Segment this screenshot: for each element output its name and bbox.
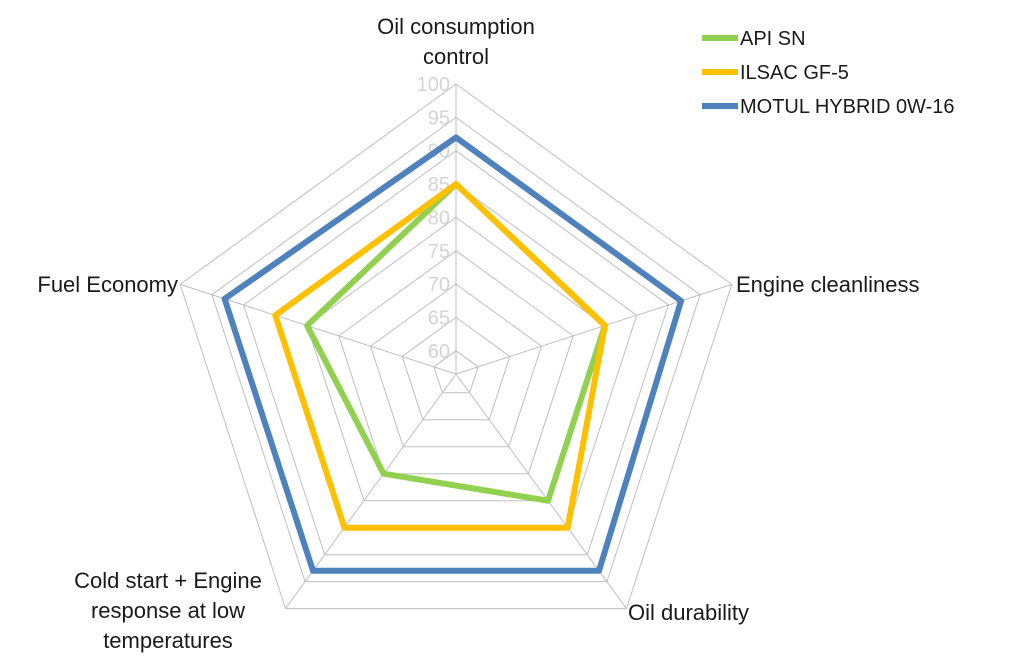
tick-label: 70 (428, 274, 450, 296)
legend-label: MOTUL HYBRID 0W-16 (740, 96, 954, 118)
chart-legend: API SN ILSAC GF-5 MOTUL HYBRID 0W-16 (702, 28, 954, 118)
grid-ring (338, 250, 574, 475)
tick-label: 95 (428, 107, 450, 129)
series-line (221, 134, 685, 574)
grid-ring (306, 216, 606, 502)
grid-ring (369, 283, 543, 448)
grid-ring (179, 83, 733, 610)
legend-label: ILSAC GF-5 (740, 62, 849, 84)
radar-axis-labels: Oil consumption control Engine cleanliness… (37, 14, 919, 653)
tick-label: 100 (417, 74, 450, 96)
tick-label: 75 (428, 241, 450, 263)
series-line (272, 181, 608, 531)
axis-label: Oil durability (628, 600, 749, 625)
axis-label: Engine cleanliness (736, 272, 919, 297)
tick-label: 80 (428, 207, 450, 229)
axis-label: Cold start + Engine response at low temper… (74, 568, 262, 653)
grid-ring (401, 316, 511, 421)
tick-label: 65 (428, 307, 450, 329)
grid-ring (433, 350, 479, 394)
axis-label: Fuel Economy (37, 272, 178, 297)
axis-label: Oil consumption control (377, 14, 535, 69)
tick-label: 60 (428, 341, 450, 363)
legend-label: API SN (740, 28, 806, 50)
grid-ring (243, 150, 669, 556)
radar-series (221, 134, 685, 574)
grid-spoke (455, 283, 732, 375)
grid-ring (211, 116, 701, 583)
